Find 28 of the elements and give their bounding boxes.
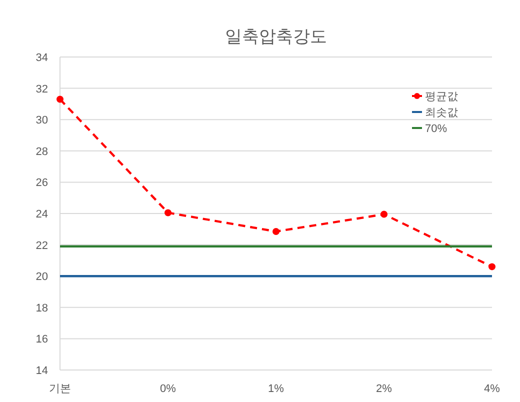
y-tick-label: 22 bbox=[36, 240, 48, 252]
x-tick-label: 2% bbox=[376, 383, 392, 395]
y-tick-label: 34 bbox=[36, 52, 48, 64]
x-tick-label: 0% bbox=[160, 383, 176, 395]
legend-item: 최솟값 bbox=[412, 107, 458, 119]
y-tick-label: 16 bbox=[36, 334, 48, 346]
legend-label: 평균값 bbox=[425, 91, 458, 103]
point bbox=[164, 209, 172, 216]
x-tick-label: 4% bbox=[484, 383, 500, 395]
legend-item: 70% bbox=[412, 123, 448, 135]
y-tick-label: 28 bbox=[36, 146, 48, 158]
legend-label: 최솟값 bbox=[425, 107, 458, 119]
x-tick-label: 기본 bbox=[49, 383, 71, 395]
y-tick-label: 32 bbox=[36, 83, 48, 96]
legend-label: 70% bbox=[425, 123, 448, 135]
point bbox=[56, 96, 64, 103]
y-tick-label: 26 bbox=[36, 177, 48, 190]
y-tick-label: 14 bbox=[36, 365, 48, 377]
legend-item: 평균값 bbox=[412, 91, 458, 103]
y-tick-label: 18 bbox=[36, 302, 48, 314]
chart-title: 일축압축강도 bbox=[225, 27, 327, 46]
y-tick-label: 20 bbox=[36, 271, 48, 284]
point bbox=[488, 263, 496, 270]
point bbox=[272, 228, 280, 235]
y-tick-label: 30 bbox=[36, 114, 48, 127]
point bbox=[380, 210, 388, 218]
x-tick-label: 1% bbox=[268, 383, 284, 395]
y-tick-label: 24 bbox=[36, 208, 48, 220]
